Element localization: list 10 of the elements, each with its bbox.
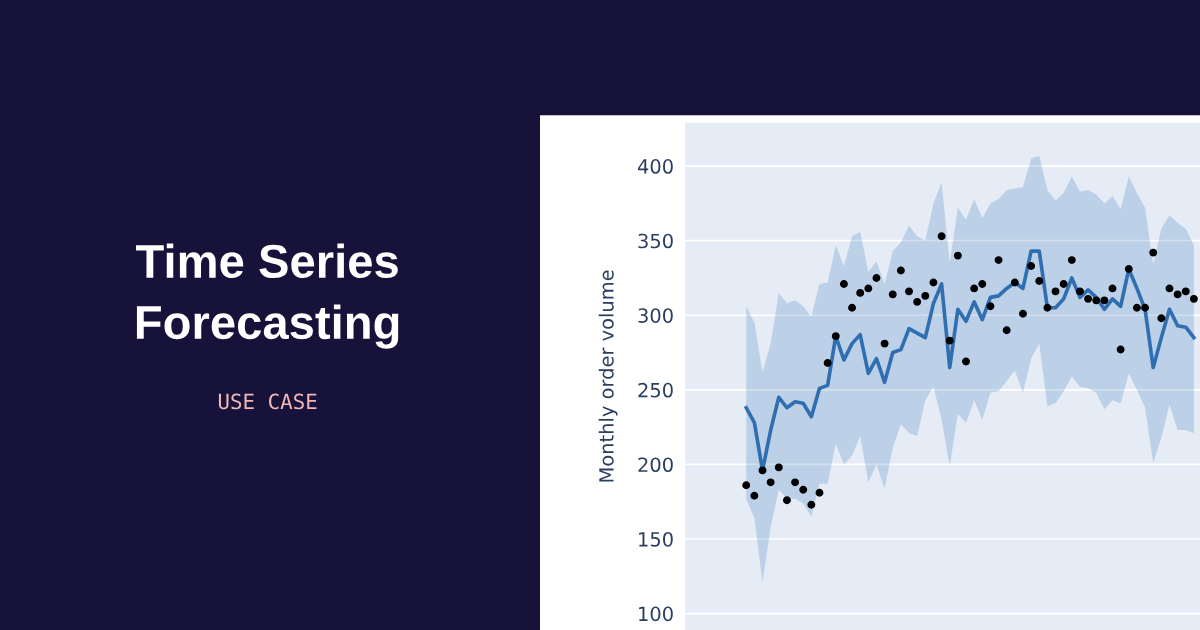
- y-tick-label: 150: [639, 531, 673, 547]
- text: Time Series Forecasting: [135, 243, 399, 349]
- text: USE CASE: [218, 393, 317, 410]
- y-tick-label: 200: [638, 457, 673, 473]
- y-tick-label: 400: [637, 159, 673, 174]
- y-tick-label: 100: [639, 606, 673, 622]
- y-tick-label: 300: [638, 308, 673, 323]
- y-tick-label: 250: [638, 382, 673, 398]
- y-tick-label: 350: [638, 233, 673, 249]
- y-axis-title: Monthly order volume: [598, 270, 618, 482]
